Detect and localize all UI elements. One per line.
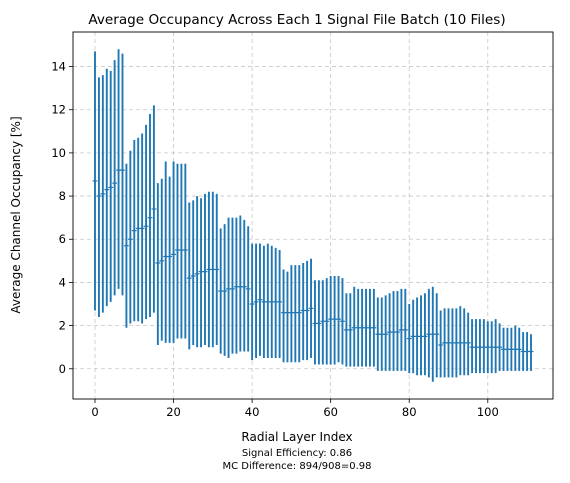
y-tick-label: 0 <box>59 362 66 376</box>
y-tick-label: 12 <box>51 103 66 117</box>
x-tick-label: 80 <box>402 405 417 419</box>
mean-markers <box>92 169 534 353</box>
y-tick-label: 10 <box>51 146 66 160</box>
x-tick-label: 40 <box>245 405 260 419</box>
y-tick-label: 6 <box>59 232 66 246</box>
x-axis-label: Radial Layer Index <box>241 430 352 444</box>
y-axis-label: Average Channel Occupancy [%] <box>9 116 23 313</box>
x-tick-label: 20 <box>166 405 181 419</box>
y-axis-ticks: 0 2 4 6 8 10 12 14 <box>51 60 73 376</box>
x-axis-ticks: 0 20 40 60 80 100 <box>91 399 499 419</box>
signal-efficiency-note: Signal Efficiency: 0.86 <box>242 448 352 459</box>
chart-title: Average Occupancy Across Each 1 Signal F… <box>88 12 505 28</box>
x-tick-label: 100 <box>477 405 499 419</box>
y-tick-label: 2 <box>59 319 66 333</box>
x-tick-label: 60 <box>323 405 338 419</box>
y-tick-label: 4 <box>59 275 66 289</box>
y-tick-label: 8 <box>59 189 66 203</box>
y-tick-label: 14 <box>51 60 66 74</box>
mc-difference-note: MC Difference: 894/908=0.98 <box>222 461 371 472</box>
x-tick-label: 0 <box>91 405 98 419</box>
plot-frame <box>72 31 554 400</box>
